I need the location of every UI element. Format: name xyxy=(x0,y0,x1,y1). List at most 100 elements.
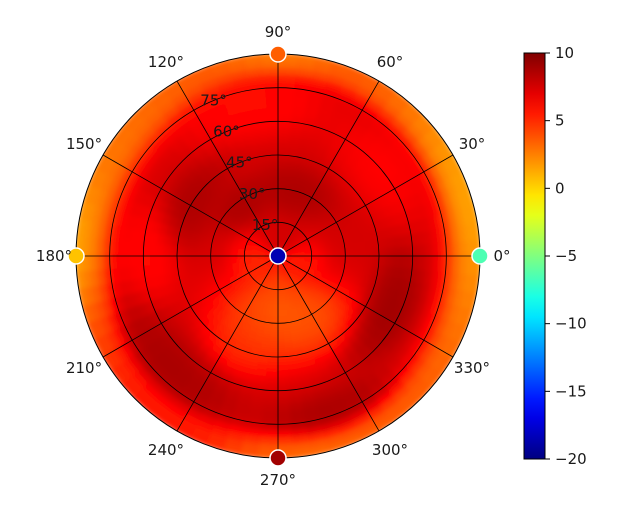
heat-cell xyxy=(280,268,284,278)
data-marker xyxy=(269,449,287,467)
heat-cell xyxy=(306,75,328,88)
angular-gridline xyxy=(277,80,380,257)
heat-cell xyxy=(229,251,238,257)
data-marker xyxy=(67,247,85,265)
heat-cell xyxy=(459,203,472,226)
heat-cell xyxy=(283,180,292,190)
heat-cell xyxy=(271,221,276,230)
heat-cell xyxy=(453,285,466,308)
angular-gridline xyxy=(176,255,279,432)
heat-cell xyxy=(307,431,330,444)
heat-cell xyxy=(324,255,334,262)
heat-cell xyxy=(324,65,348,80)
heat-cell xyxy=(270,235,275,244)
heat-cell xyxy=(266,308,274,318)
heat-cell xyxy=(263,106,280,116)
heat-cell xyxy=(276,410,294,419)
heat-cell xyxy=(288,241,296,249)
heat-cell xyxy=(288,263,296,271)
heat-cell xyxy=(259,436,280,446)
heat-cell xyxy=(391,254,401,268)
data-marker xyxy=(269,247,287,265)
angular-tick-label: 60° xyxy=(377,53,404,71)
heat-cell xyxy=(314,104,333,118)
heat-cell xyxy=(208,432,232,447)
heat-cell xyxy=(202,242,212,251)
heat-cell xyxy=(250,261,260,266)
heat-cell xyxy=(416,292,430,311)
heat-cell xyxy=(88,254,98,275)
heat-cell xyxy=(266,140,280,149)
heat-cell xyxy=(135,254,144,270)
heat-cell xyxy=(398,243,408,258)
angular-tick-label: 300° xyxy=(372,441,408,459)
heat-cell xyxy=(309,55,333,68)
heat-cell xyxy=(257,246,266,252)
heat-cell xyxy=(281,207,287,217)
heat-cell xyxy=(268,235,274,244)
heat-cell xyxy=(236,261,246,268)
heat-cell xyxy=(264,322,273,332)
heat-cell xyxy=(266,133,280,143)
heat-cell xyxy=(298,255,307,259)
colorbar-fill xyxy=(524,53,545,459)
heat-cell xyxy=(266,214,273,224)
heat-cell xyxy=(296,262,305,269)
heat-cell xyxy=(128,254,138,271)
heat-cell xyxy=(296,243,305,250)
heat-cell xyxy=(276,416,295,426)
heat-cell xyxy=(351,255,361,265)
heat-cell xyxy=(285,266,293,274)
heat-cell xyxy=(371,254,381,266)
heat-cell xyxy=(94,189,108,211)
radial-tick-label: 15° xyxy=(252,216,279,234)
heat-cell xyxy=(189,255,198,265)
heat-cell xyxy=(304,255,314,260)
heat-cell xyxy=(162,244,171,258)
heat-cell xyxy=(288,243,297,250)
heat-cell xyxy=(259,262,268,269)
heat-cell xyxy=(135,242,144,258)
heat-cell xyxy=(267,356,280,366)
heat-cell xyxy=(446,284,459,306)
colorbar: 10 5 0 −5 −10 −15 −20 xyxy=(523,44,587,468)
heat-cell xyxy=(266,369,280,379)
heat-cell xyxy=(141,254,151,270)
heat-cell xyxy=(276,349,288,359)
heat-cell xyxy=(77,201,90,225)
heat-cell xyxy=(338,255,347,263)
heat-cell xyxy=(250,246,260,251)
heat-cell xyxy=(228,424,250,437)
heat-cell xyxy=(265,237,272,246)
heat-cell xyxy=(279,275,284,285)
angular-tick-label: 0° xyxy=(493,247,510,265)
heat-cell xyxy=(148,243,158,258)
heat-cell xyxy=(218,407,238,421)
heat-cell xyxy=(435,297,449,319)
heat-cell xyxy=(276,356,289,366)
heat-cell xyxy=(280,234,284,244)
heat-cell xyxy=(84,286,97,309)
heat-cell xyxy=(269,295,275,305)
heat-cell xyxy=(276,423,296,433)
heat-cell xyxy=(268,343,279,352)
angular-tick-label: 90° xyxy=(265,23,292,41)
heat-cell xyxy=(418,254,428,271)
heat-cell xyxy=(261,86,280,96)
heat-cell xyxy=(297,250,307,255)
heat-cell xyxy=(289,245,298,251)
heat-cell xyxy=(223,55,247,68)
heat-cell xyxy=(264,119,280,129)
heat-cell xyxy=(84,203,97,226)
heat-cell xyxy=(418,241,428,258)
heat-cell xyxy=(460,304,475,328)
heat-cell xyxy=(281,268,286,277)
heat-cell xyxy=(265,266,272,275)
heat-cell xyxy=(425,240,435,258)
heat-cell xyxy=(350,261,360,272)
heat-cell xyxy=(270,323,279,332)
heat-cell xyxy=(290,250,300,254)
heat-cell xyxy=(281,275,286,284)
heat-cell xyxy=(385,254,394,268)
